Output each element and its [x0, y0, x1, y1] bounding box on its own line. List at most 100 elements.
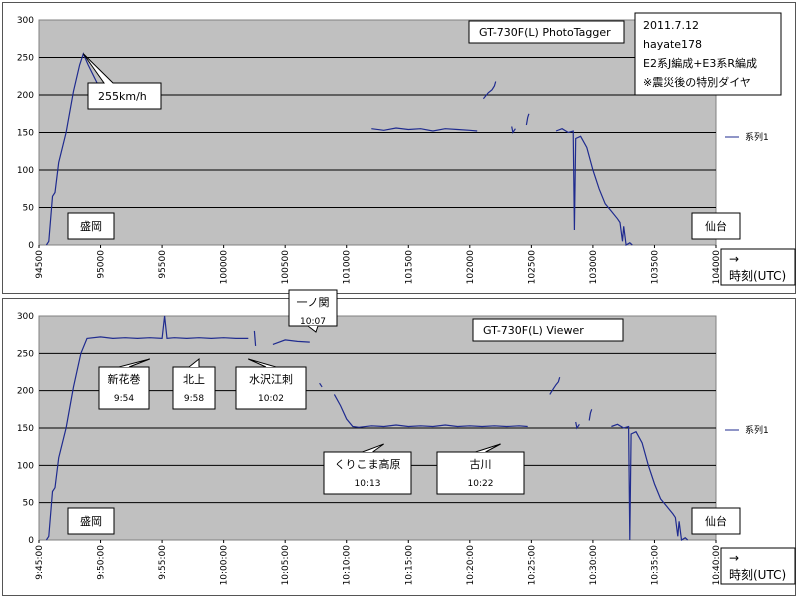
- x-tick-label: 100500: [281, 250, 291, 285]
- y-tick-label: 250: [17, 349, 34, 359]
- x-tick-label: 10:15:00: [404, 545, 414, 586]
- x-tick-label: 101000: [343, 250, 353, 285]
- series-line: [319, 382, 323, 388]
- series-line: [253, 330, 257, 346]
- axis-title-text: 時刻(UTC): [729, 269, 786, 283]
- x-tick-label: 95000: [97, 250, 107, 279]
- station-callout-name: 北上: [183, 373, 205, 386]
- bottom-chart-panel: 0 50 100 150 200 250 300 9:45:00 9:50:00 9:55:00 1…: [2, 289, 796, 596]
- series-line: [555, 128, 633, 246]
- legend-label: 系列1: [745, 424, 769, 436]
- info-line: hayate178: [643, 38, 702, 51]
- station-callout-time: 10:22: [468, 479, 494, 489]
- bottom-chart-svg: 0 50 100 150 200 250 300 9:45:00 9:50:00 9:55:00 1…: [17, 289, 796, 586]
- station-callout-box: [323, 451, 412, 495]
- station-callout-name: くりこま高原: [335, 457, 401, 471]
- x-tick-label: 102000: [466, 250, 476, 285]
- series-line: [333, 394, 360, 428]
- station-callout-pointer: [475, 443, 501, 453]
- station-callout-time: 10:07: [300, 317, 326, 327]
- x-tick-label: 10:35:00: [650, 545, 660, 586]
- station-callout-pointer: [188, 357, 200, 368]
- station-callout-pointer: [362, 443, 384, 453]
- axis-title-text: 時刻(UTC): [729, 568, 786, 582]
- chart-title: GT-730F(L) Viewer: [483, 324, 584, 337]
- chart-title: GT-730F(L) PhotoTagger: [479, 26, 611, 39]
- station-callout-pointer: [248, 358, 277, 368]
- x-tick-label: 102500: [527, 250, 537, 285]
- station-label: 仙台: [705, 219, 727, 233]
- station-callout-name: 新花巻: [108, 372, 141, 386]
- series-line: [272, 339, 310, 345]
- series-line: [549, 377, 561, 395]
- station-callout-name: 水沢江刺: [249, 372, 293, 386]
- station-callout-pointer: [118, 358, 150, 368]
- series-line: [482, 81, 497, 100]
- y-tick-label: 0: [28, 241, 34, 251]
- series-line: [45, 52, 100, 246]
- x-tick-label: 103500: [650, 250, 660, 285]
- top-chart-svg: 0 50 100 150 200 250 300 94500 95000 95500 100000 1…: [17, 12, 796, 286]
- station-label: 盛岡: [80, 219, 102, 233]
- info-box: [634, 12, 782, 96]
- x-tick-label: 95500: [158, 250, 168, 279]
- station-callout-box: [98, 366, 150, 410]
- station-box: [691, 212, 741, 240]
- x-tick-label: 10:30:00: [589, 545, 599, 586]
- x-tick-label: 10:05:00: [281, 545, 291, 586]
- x-tick-label: 104000: [712, 250, 722, 285]
- station-callout-time: 10:02: [258, 394, 284, 404]
- x-tick-label: 10:40:00: [712, 545, 722, 586]
- y-tick-label: 200: [17, 387, 34, 397]
- axis-title-arrow: →: [729, 252, 739, 266]
- y-tick-label: 100: [17, 166, 34, 176]
- station-label: 盛岡: [80, 514, 102, 528]
- x-tick-label: 103000: [589, 250, 599, 285]
- station-box: [67, 212, 115, 240]
- station-callout-name: 古川: [470, 458, 492, 471]
- series-line: [371, 127, 478, 132]
- speed-callout-box: [82, 53, 162, 110]
- chart-title-box: [468, 20, 625, 44]
- station-callout-box: [288, 289, 338, 327]
- station-callout-time: 9:58: [184, 394, 204, 404]
- y-tick-label: 50: [23, 204, 35, 214]
- station-label: 仙台: [705, 514, 727, 528]
- chart-title-box: [472, 318, 624, 342]
- y-tick-label: 150: [17, 424, 34, 434]
- x-tick-label: 94500: [35, 250, 45, 279]
- station-callout-time: 10:13: [355, 479, 381, 489]
- x-tick-label: 9:55:00: [158, 545, 168, 580]
- station-box: [691, 507, 741, 535]
- station-callout-pointer: [307, 325, 319, 333]
- series-line: [45, 315, 249, 541]
- axis-title-arrow: →: [729, 551, 739, 565]
- axis-title-box: [720, 547, 796, 585]
- info-line: 2011.7.12: [643, 19, 699, 32]
- info-line: E2系J編成+E3系R編成: [643, 56, 757, 70]
- y-tick-label: 0: [28, 536, 34, 546]
- y-tick-label: 300: [17, 312, 34, 322]
- station-callout-box: [235, 366, 307, 410]
- series-line: [358, 424, 528, 428]
- x-tick-label: 10:25:00: [527, 545, 537, 586]
- x-tick-label: 100000: [220, 250, 230, 285]
- series-line: [525, 113, 530, 126]
- x-tick-label: 9:50:00: [97, 545, 107, 580]
- x-tick-label: 10:20:00: [466, 545, 476, 586]
- x-tick-label: 10:10:00: [343, 545, 353, 586]
- station-callout-box: [172, 366, 216, 410]
- top-chart-panel: 0 50 100 150 200 250 300 94500 95000 95500 100000 1…: [2, 2, 796, 294]
- station-callout-box: [436, 451, 525, 495]
- series-line: [575, 421, 580, 430]
- y-tick-label: 100: [17, 461, 34, 471]
- x-tick-label: 10:00:00: [220, 545, 230, 586]
- info-line: ※震災後の特別ダイヤ: [643, 75, 751, 89]
- x-tick-label: 9:45:00: [35, 545, 45, 580]
- station-callout-name: 一ノ関: [297, 296, 330, 309]
- station-callout-time: 9:54: [114, 394, 134, 404]
- x-tick-label: 101500: [404, 250, 414, 285]
- legend-label: 系列1: [745, 131, 769, 143]
- series-line: [588, 409, 593, 421]
- station-box: [67, 507, 115, 535]
